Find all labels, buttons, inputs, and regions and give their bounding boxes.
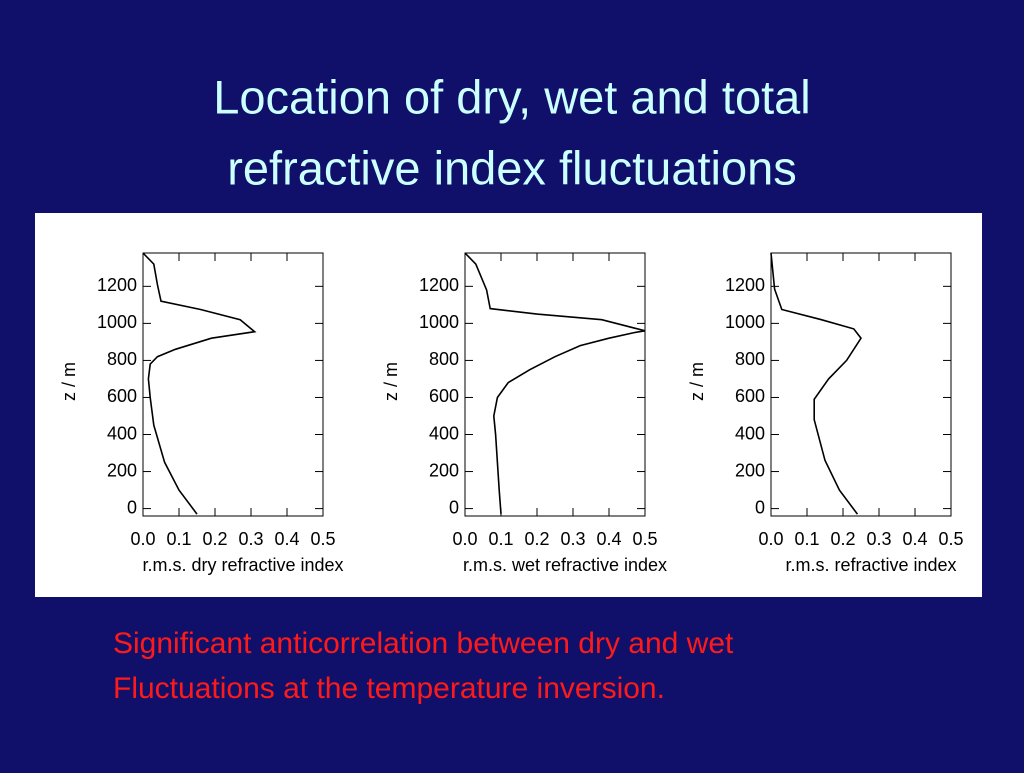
figure-panel [35,213,982,597]
x-tick-label: 0.3 [560,529,585,549]
plot-frame [142,252,324,517]
y-tick-label: 800 [107,349,137,369]
y-tick-label: 0 [127,497,137,517]
y-tick-label: 400 [429,423,459,443]
y-tick-label: 1200 [419,275,459,295]
slide-title: Location of dry, wet and total [213,70,810,123]
y-tick-label: 800 [429,349,459,369]
y-tick-label: 1200 [97,275,137,295]
y-tick-label: 1000 [725,312,765,332]
y-axis-label: z / m [687,362,707,401]
x-tick-label: 0.4 [596,529,621,549]
x-tick-label: 0.4 [274,529,299,549]
profile-line [464,252,646,515]
x-tick-label: 0.1 [794,529,819,549]
x-tick-label: 0.4 [902,529,927,549]
x-tick-label: 0.2 [830,529,855,549]
y-tick-label: 200 [735,460,765,480]
x-tick-label: 0.0 [452,529,477,549]
x-tick-label: 0.0 [130,529,155,549]
y-tick-label: 200 [107,460,137,480]
y-tick-label: 1200 [725,275,765,295]
y-tick-label: 800 [735,349,765,369]
plot-frame [464,252,646,517]
x-tick-label: 0.2 [524,529,549,549]
y-axis-label: z / m [381,362,401,401]
x-axis-label: r.m.s. wet refractive index [463,555,667,575]
x-tick-label: 0.5 [938,529,963,549]
x-axis-label: r.m.s. dry refractive index [142,555,343,575]
profile-line [142,252,257,515]
x-tick-label: 0.3 [866,529,891,549]
y-tick-label: 0 [449,497,459,517]
y-tick-label: 600 [429,386,459,406]
y-tick-label: 600 [735,386,765,406]
x-tick-label: 0.2 [202,529,227,549]
y-tick-label: 200 [429,460,459,480]
x-tick-label: 0.3 [238,529,263,549]
slide-title: refractive index fluctuations [227,141,797,194]
y-tick-label: 400 [735,423,765,443]
x-tick-label: 0.0 [758,529,783,549]
y-tick-label: 0 [755,497,765,517]
y-tick-label: 1000 [97,312,137,332]
x-axis-label: r.m.s. refractive index [785,555,956,575]
x-tick-label: 0.1 [488,529,513,549]
caption: Fluctuations at the temperature inversio… [113,672,665,705]
caption: Significant anticorrelation between dry … [113,627,734,660]
y-tick-label: 1000 [419,312,459,332]
plot-frame [770,252,952,517]
y-tick-label: 600 [107,386,137,406]
y-tick-label: 400 [107,423,137,443]
x-tick-label: 0.5 [632,529,657,549]
profile-line [770,252,862,515]
x-tick-label: 0.1 [166,529,191,549]
x-tick-label: 0.5 [310,529,335,549]
y-axis-label: z / m [59,362,79,401]
